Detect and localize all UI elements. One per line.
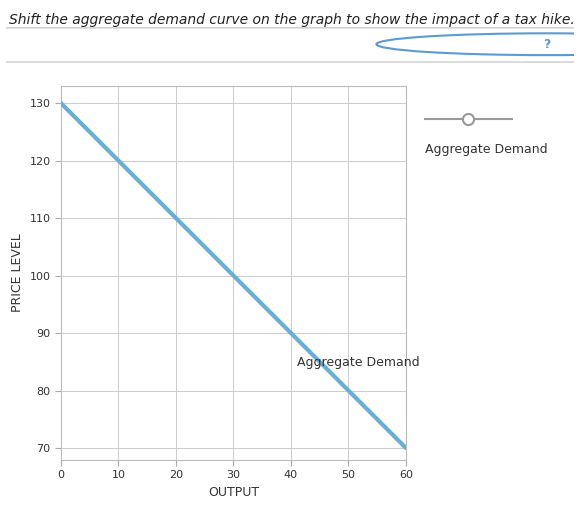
Text: Aggregate Demand: Aggregate Demand: [297, 356, 419, 369]
X-axis label: OUTPUT: OUTPUT: [208, 485, 259, 498]
FancyBboxPatch shape: [0, 28, 580, 62]
Circle shape: [376, 33, 580, 55]
Text: Aggregate Demand: Aggregate Demand: [425, 143, 548, 157]
Text: ?: ?: [543, 38, 550, 52]
Text: Shift the aggregate demand curve on the graph to show the impact of a tax hike.: Shift the aggregate demand curve on the …: [9, 13, 574, 27]
Y-axis label: PRICE LEVEL: PRICE LEVEL: [11, 233, 24, 312]
